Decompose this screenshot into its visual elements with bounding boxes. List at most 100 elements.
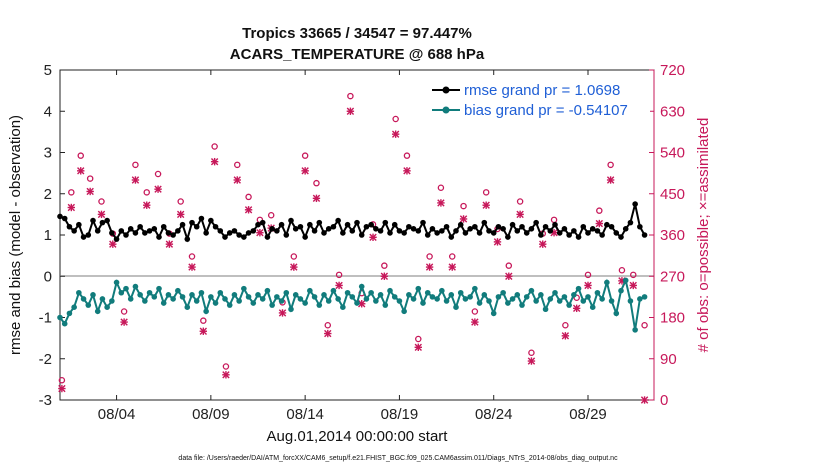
obs-assimilated-marker xyxy=(222,371,230,379)
obs-possible-marker xyxy=(86,175,94,182)
bias-point xyxy=(179,294,186,300)
rmse-point xyxy=(288,217,294,224)
obs-assimilated-marker xyxy=(403,167,411,175)
rmse-point xyxy=(514,228,521,234)
bias-point xyxy=(325,298,332,304)
rmse-point xyxy=(193,223,200,230)
chart-title: Tropics 33665 / 34547 = 97.447% xyxy=(242,25,472,42)
obs-possible-marker xyxy=(58,376,66,384)
rmse-point xyxy=(618,234,624,240)
bias-point xyxy=(217,289,224,296)
rmse-point xyxy=(340,230,346,236)
bias-point xyxy=(274,294,280,300)
rmse-point xyxy=(335,217,341,224)
rmse-point xyxy=(396,228,403,234)
rmse-point xyxy=(231,228,238,234)
bias-point xyxy=(175,287,181,294)
bias-point xyxy=(368,289,374,296)
bias-point xyxy=(424,289,431,296)
rmse-point xyxy=(203,230,209,236)
bias-point xyxy=(127,296,134,302)
rmse-point xyxy=(156,234,162,240)
rmse-point xyxy=(377,228,384,234)
data-file-footer: data file: /Users/raeder/DAI/ATM_forcXX/… xyxy=(178,455,618,462)
obs-assimilated-marker xyxy=(278,309,287,317)
bias-point xyxy=(363,296,370,302)
obs-assimilated-marker xyxy=(131,176,140,184)
obs-assimilated-marker xyxy=(346,107,355,115)
obs-assimilated-marker xyxy=(256,229,264,237)
rmse-point xyxy=(160,223,167,230)
bias-point xyxy=(99,296,106,302)
rmse-point xyxy=(486,228,492,234)
bias-point xyxy=(415,285,422,292)
bias-point xyxy=(406,292,412,298)
bias-point xyxy=(123,285,129,292)
legend-box xyxy=(428,78,650,120)
obs-assimilated-marker xyxy=(176,210,185,219)
bias-point xyxy=(571,292,577,298)
rmse-point xyxy=(264,234,271,240)
bias-point xyxy=(547,296,554,302)
obs-assimilated-marker xyxy=(471,318,479,326)
y-tick-label: 2 xyxy=(44,186,52,203)
obs-possible-marker xyxy=(573,294,580,301)
rmse-point xyxy=(132,230,139,236)
obs-possible-marker xyxy=(347,92,354,100)
obs-assimilated-marker xyxy=(369,233,377,241)
rmse-point xyxy=(61,215,68,222)
rmse-point xyxy=(85,232,92,238)
bias-point xyxy=(71,304,77,310)
rmse-point xyxy=(585,230,591,236)
bias-point xyxy=(457,289,464,296)
bias-point xyxy=(585,294,591,300)
bias-point xyxy=(137,292,143,298)
rmse-point xyxy=(94,228,101,234)
bias-point xyxy=(373,298,379,304)
rmse-point xyxy=(462,230,469,236)
obs-possible-marker xyxy=(68,189,75,196)
rmse-point xyxy=(434,230,440,236)
bias-point xyxy=(80,296,87,302)
rmse-point xyxy=(627,219,634,226)
obs-assimilated-marker xyxy=(67,203,76,212)
y-tick-label: 0 xyxy=(44,268,52,285)
obs-assimilated-marker xyxy=(290,263,298,271)
bias-point xyxy=(439,287,445,294)
rmse-point xyxy=(212,223,219,230)
bias-point xyxy=(542,306,549,313)
rmse-point xyxy=(363,223,370,230)
chart-subtitle: ACARS_TEMPERATURE @ 688 hPa xyxy=(230,46,485,63)
bias-point xyxy=(566,302,572,308)
y-axis-label-left: rmse and bias (model - observation) xyxy=(7,115,24,355)
obs-assimilated-marker xyxy=(640,396,649,404)
y-tick-label: -1 xyxy=(39,310,52,327)
obs-possible-marker xyxy=(448,253,456,260)
obs-possible-marker xyxy=(381,262,388,269)
y-right-tick-label: 270 xyxy=(660,268,685,285)
rmse-point xyxy=(344,221,351,228)
rmse-point xyxy=(561,226,568,232)
bias-point xyxy=(330,287,337,294)
obs-possible-marker xyxy=(426,253,433,260)
legend-bias-label: bias grand pr = -0.54107 xyxy=(464,102,628,119)
rmse-point xyxy=(165,230,172,236)
rmse-point xyxy=(118,228,125,234)
obs-assimilated-marker xyxy=(301,167,309,175)
obs-assimilated-marker xyxy=(109,240,117,248)
legend-bias-marker xyxy=(442,106,450,114)
bias-point xyxy=(486,298,492,304)
rmse-point xyxy=(330,223,337,230)
rmse-point xyxy=(538,232,544,238)
bias-point xyxy=(396,298,403,304)
obs-assimilated-marker xyxy=(527,357,536,365)
bias-point xyxy=(156,285,162,292)
rmse-point xyxy=(127,226,134,232)
rmse-point xyxy=(113,236,120,242)
rmse-point xyxy=(641,232,648,238)
obs-assimilated-marker xyxy=(312,194,321,203)
rmse-point xyxy=(259,219,266,226)
obs-assimilated-marker xyxy=(86,187,94,196)
rmse-point xyxy=(316,219,323,226)
bias-point xyxy=(594,289,601,296)
